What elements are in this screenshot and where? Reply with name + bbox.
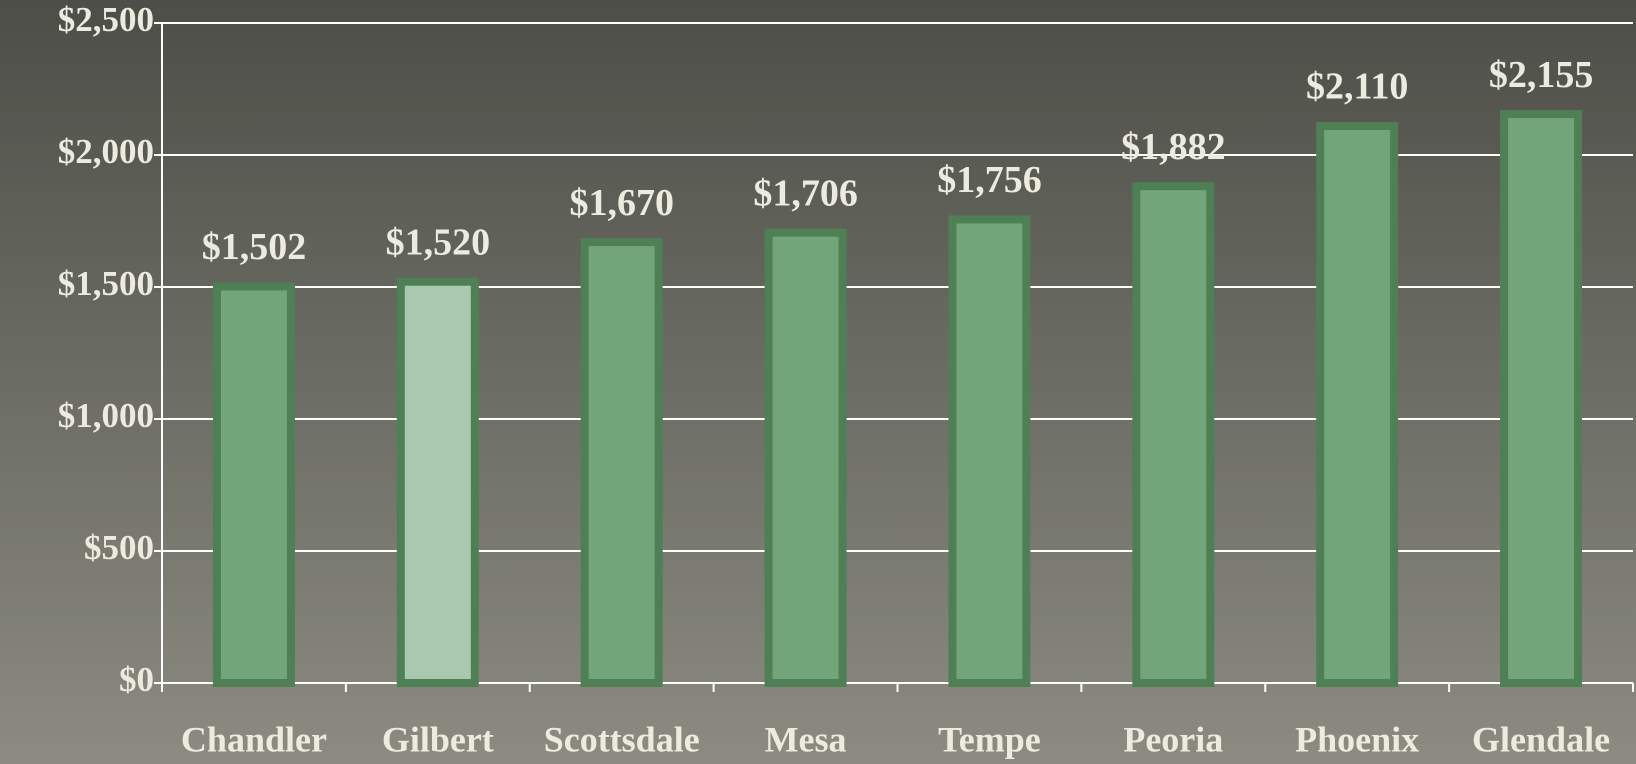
bar (1132, 182, 1215, 687)
x-tick-label: Glendale (1472, 719, 1610, 759)
x-tick-label: Peoria (1123, 719, 1223, 759)
bar (1316, 121, 1399, 687)
value-label: $1,706 (753, 172, 858, 214)
bar (212, 282, 295, 687)
y-tick-label: $1,500 (58, 264, 154, 303)
x-tick-label: Chandler (181, 719, 327, 759)
value-label: $1,502 (202, 226, 307, 268)
value-label: $1,756 (937, 159, 1042, 201)
y-tick-label: $1,000 (58, 396, 154, 435)
x-tick-label: Phoenix (1295, 719, 1419, 759)
bar (580, 238, 663, 687)
y-tick-label: $2,000 (58, 132, 154, 171)
y-tick-label: $500 (84, 528, 154, 567)
x-tick-label: Mesa (765, 719, 847, 759)
y-tick-label: $2,500 (58, 0, 154, 39)
value-label: $1,520 (386, 221, 491, 263)
bar (1500, 110, 1583, 687)
bar (948, 215, 1031, 688)
value-label: $2,155 (1489, 54, 1594, 96)
value-label: $1,882 (1121, 126, 1226, 168)
x-tick-label: Scottsdale (544, 719, 700, 759)
bar (396, 277, 479, 687)
y-tick-label: $0 (119, 660, 154, 699)
value-label: $2,110 (1306, 66, 1408, 108)
value-label: $1,670 (569, 182, 674, 224)
x-tick-label: Gilbert (382, 719, 494, 759)
bar (764, 228, 847, 687)
x-tick-label: Tempe (938, 719, 1041, 759)
